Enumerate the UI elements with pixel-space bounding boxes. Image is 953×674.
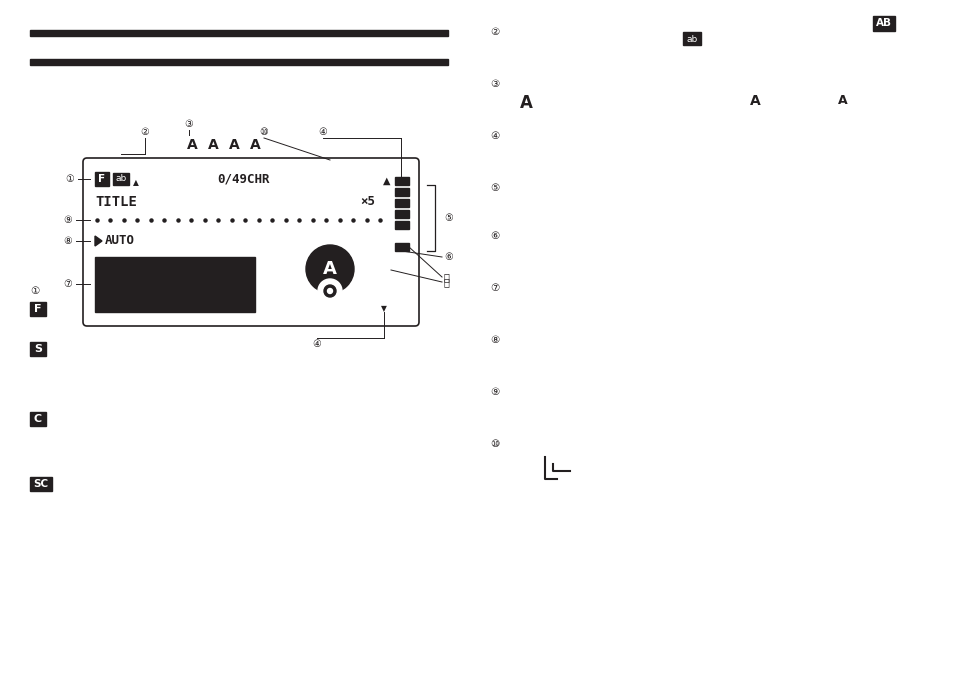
Text: A: A [749, 94, 760, 108]
Text: ⑤: ⑤ [490, 183, 498, 193]
Text: F: F [34, 304, 42, 314]
Text: A: A [519, 94, 533, 112]
Text: ab: ab [115, 175, 127, 183]
Text: S: S [34, 344, 42, 354]
Text: F: F [98, 174, 106, 184]
Bar [95, 257, 254, 312]
Text: ④: ④ [490, 131, 498, 141]
Bar [378, 258, 389, 267]
Bar [395, 243, 409, 251]
Text: ⑨: ⑨ [64, 215, 72, 225]
Bar [182, 136, 270, 154]
Text: ab: ab [685, 34, 697, 44]
Text: ⑦: ⑦ [490, 283, 498, 293]
Text: A: A [187, 138, 197, 152]
Text: ⑧: ⑧ [490, 335, 498, 345]
Text: ①: ① [30, 286, 39, 296]
Bar [30, 497, 44, 511]
Bar [378, 270, 389, 279]
Bar [872, 16, 894, 31]
Text: ①: ① [66, 174, 74, 184]
Bar [395, 232, 409, 240]
Text: ⑩: ⑩ [490, 439, 498, 449]
Text: ⑥: ⑥ [443, 252, 453, 262]
Text: ⑦: ⑦ [64, 279, 72, 289]
Bar [395, 188, 409, 196]
Text: A: A [250, 138, 260, 152]
Text: ⑧: ⑧ [64, 236, 72, 246]
Text: ②: ② [490, 27, 498, 37]
Bar [682, 32, 700, 45]
Text: TITLE: TITLE [95, 195, 136, 209]
Text: ▲: ▲ [383, 176, 391, 186]
Text: A: A [208, 138, 218, 152]
Circle shape [306, 245, 354, 293]
Bar [395, 221, 409, 229]
Bar [395, 177, 409, 185]
Circle shape [324, 285, 335, 297]
Text: ③: ③ [185, 119, 193, 129]
Text: ⑫: ⑫ [443, 277, 450, 287]
Bar [112, 173, 129, 185]
Text: ④: ④ [313, 339, 321, 349]
Text: ⑥: ⑥ [490, 231, 498, 241]
Bar [30, 477, 52, 491]
Bar [30, 30, 448, 36]
FancyBboxPatch shape [83, 158, 418, 326]
Circle shape [327, 288, 333, 293]
Polygon shape [95, 236, 102, 246]
Bar [395, 199, 409, 207]
Bar [95, 172, 109, 186]
Text: ⑪: ⑪ [443, 272, 450, 282]
Circle shape [317, 279, 341, 303]
Text: ②: ② [140, 127, 150, 137]
Bar [378, 282, 389, 291]
Text: ③: ③ [490, 79, 498, 89]
Text: 0/49CHR: 0/49CHR [216, 173, 269, 185]
Text: ⑩: ⑩ [259, 127, 268, 137]
Text: SC: SC [33, 479, 49, 489]
Circle shape [288, 235, 372, 319]
Text: AB: AB [875, 18, 891, 28]
Text: ▲: ▲ [132, 179, 139, 187]
Text: ④: ④ [318, 127, 327, 137]
Text: ⑨: ⑨ [490, 387, 498, 397]
Text: A: A [229, 138, 239, 152]
Text: A: A [323, 260, 336, 278]
Text: ▼: ▼ [380, 305, 387, 313]
Text: A: A [837, 94, 846, 107]
Bar [30, 59, 448, 65]
Bar [30, 342, 46, 356]
Text: ×5: ×5 [359, 195, 375, 208]
Text: C: C [34, 414, 42, 424]
Text: ⑤: ⑤ [443, 213, 453, 223]
Text: AUTO: AUTO [105, 235, 135, 247]
Bar [395, 210, 409, 218]
Bar [378, 294, 389, 303]
Bar [30, 412, 46, 426]
Bar [30, 302, 46, 316]
